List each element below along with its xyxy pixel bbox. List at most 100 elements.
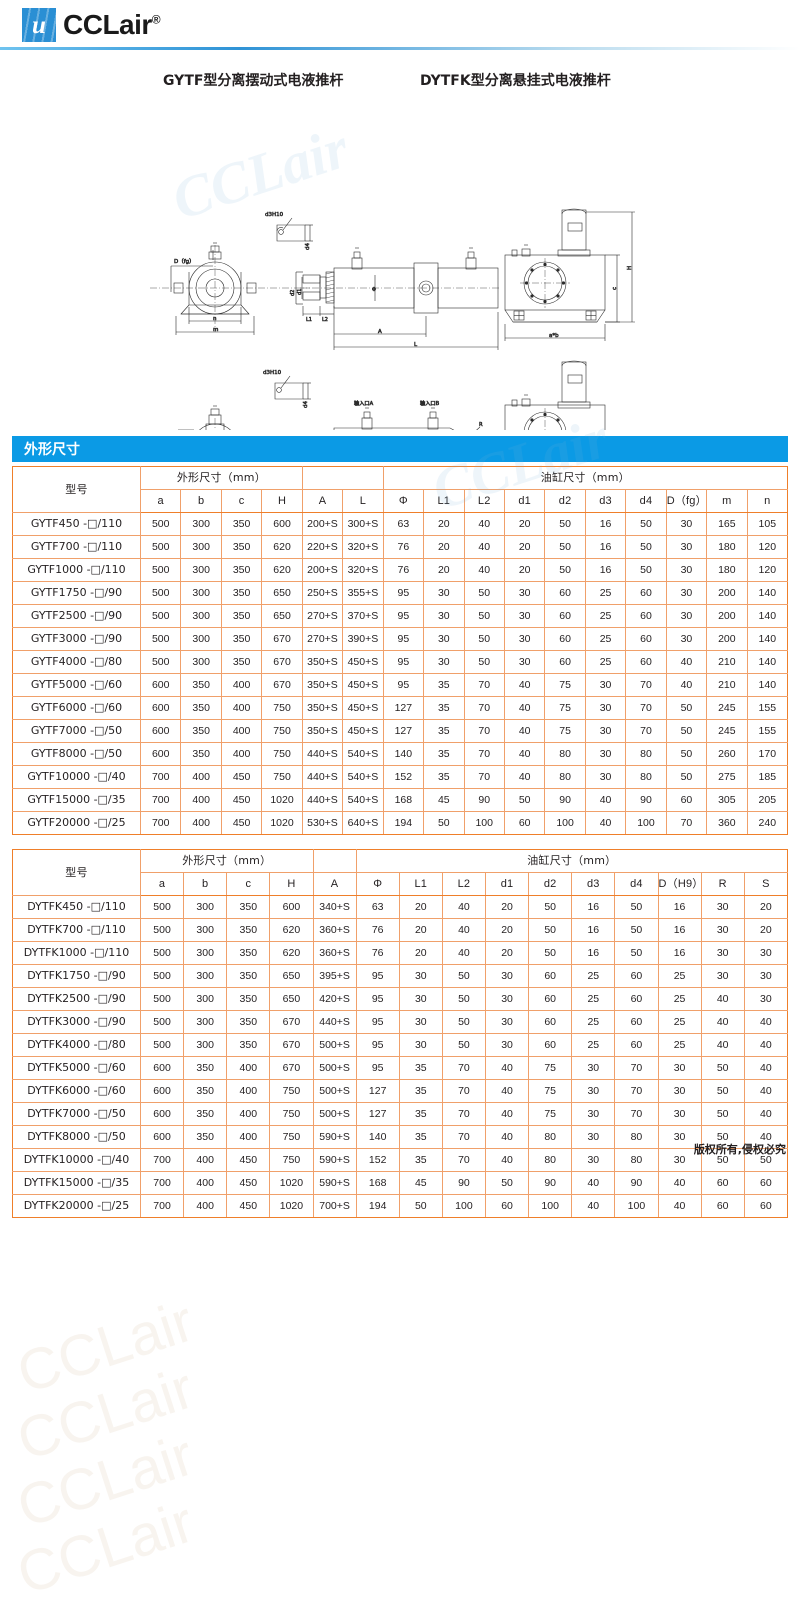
table-row: GYTF10000 -□/40 700 400 450 750 440+S 540+S 152… bbox=[12, 765, 789, 789]
cell-H: 670 bbox=[261, 673, 303, 697]
cell-d2: 60 bbox=[528, 1033, 573, 1057]
table1-head: 型号 外形尺寸（mm） 油缸尺寸（mm） a b c H A L Φ L1 L2 d1 d2 d3 d4… bbox=[12, 466, 789, 513]
svg-text:Φ: Φ bbox=[372, 287, 376, 293]
cell-b: 300 bbox=[180, 581, 222, 605]
cell-R: 40 bbox=[700, 987, 745, 1011]
cell-d1: 30 bbox=[484, 1033, 530, 1057]
table-row: GYTF450 -□/110 500 300 350 600 200+S 300+S 63 20… bbox=[12, 512, 789, 536]
table-row: GYTF4000 -□/80 500 300 350 670 350+S 450+S 95 30… bbox=[12, 650, 789, 674]
cell-d1: 60 bbox=[503, 811, 546, 835]
table-row: DYTFK7000 -□/50 600 350 400 750 500+S 127 35 70 4… bbox=[12, 1102, 789, 1126]
cell-Φ: 127 bbox=[355, 1079, 400, 1103]
cell-H: 750 bbox=[269, 1102, 314, 1126]
cell-S: 40 bbox=[743, 1033, 789, 1057]
cell-S: 20 bbox=[743, 895, 789, 919]
cell-d1: 30 bbox=[484, 964, 530, 988]
cell-H: 620 bbox=[269, 918, 314, 942]
cell-b: 300 bbox=[183, 895, 228, 919]
cell-c: 400 bbox=[226, 1125, 271, 1149]
cell-c: 450 bbox=[226, 1148, 271, 1172]
col-header-a: a bbox=[139, 489, 182, 513]
cell-m: 180 bbox=[706, 558, 748, 582]
cell-n: 140 bbox=[746, 627, 789, 651]
cell-c: 400 bbox=[226, 1102, 271, 1126]
cell-H: 750 bbox=[269, 1148, 314, 1172]
cell-Φ: 127 bbox=[382, 719, 425, 743]
cell-d1: 30 bbox=[503, 604, 546, 628]
cell-d2: 75 bbox=[528, 1056, 573, 1080]
cell-A: 360+S bbox=[312, 941, 357, 965]
cell-b: 300 bbox=[180, 535, 222, 559]
cell-d3: 25 bbox=[584, 627, 627, 651]
section-header-outline-dimensions: 外形尺寸 bbox=[12, 436, 788, 462]
cell-a: 700 bbox=[139, 1148, 185, 1172]
cell-d4: 70 bbox=[625, 696, 667, 720]
cell-model: GYTF1750 -□/90 bbox=[12, 581, 141, 605]
cell-c: 350 bbox=[220, 535, 263, 559]
svg-text:输入口A: 输入口A bbox=[354, 399, 374, 407]
cell-model: DYTFK15000 -□/35 bbox=[12, 1171, 141, 1195]
cell-Dfg: 30 bbox=[665, 627, 708, 651]
drawing-svg: D（fg） n m d3H10 d4 bbox=[150, 208, 635, 430]
cell-c: 400 bbox=[226, 1079, 271, 1103]
cell-d4: 50 bbox=[614, 941, 659, 965]
cell-A: 340+S bbox=[312, 895, 357, 919]
cell-model: GYTF3000 -□/90 bbox=[12, 627, 141, 651]
cell-L1: 20 bbox=[398, 918, 443, 942]
cell-d2: 50 bbox=[544, 535, 586, 559]
col-model: 型号 bbox=[12, 849, 141, 896]
cell-c: 450 bbox=[220, 811, 263, 835]
cell-d4: 90 bbox=[625, 788, 667, 812]
cell-a: 500 bbox=[139, 918, 185, 942]
svg-text:c: c bbox=[612, 287, 618, 290]
cell-L1: 30 bbox=[423, 627, 465, 651]
cell-b: 300 bbox=[183, 918, 228, 942]
cell-d4: 60 bbox=[625, 650, 667, 674]
header-divider bbox=[0, 47, 800, 50]
cell-b: 400 bbox=[183, 1194, 228, 1218]
cell-A: 530+S bbox=[301, 811, 344, 835]
cell-model: DYTFK700 -□/110 bbox=[12, 918, 141, 942]
cell-d3: 25 bbox=[584, 650, 627, 674]
cell-d1: 30 bbox=[503, 581, 546, 605]
svg-text:R: R bbox=[479, 422, 483, 428]
cell-d2: 75 bbox=[544, 719, 586, 743]
cell-DH9: 16 bbox=[657, 918, 702, 942]
col-header-L1: L1 bbox=[398, 872, 443, 896]
cell-L1: 50 bbox=[423, 811, 465, 835]
cell-L1: 35 bbox=[398, 1056, 443, 1080]
cell-A: 500+S bbox=[312, 1033, 357, 1057]
cell-n: 120 bbox=[746, 535, 789, 559]
cell-Φ: 140 bbox=[355, 1125, 400, 1149]
col-header-DH9: D（H9） bbox=[657, 872, 703, 896]
cell-L1: 30 bbox=[398, 1033, 443, 1057]
cell-L: 450+S bbox=[342, 673, 384, 697]
cell-A: 440+S bbox=[301, 765, 344, 789]
copyright-footer: 版权所有,侵权必究 bbox=[693, 1143, 786, 1156]
table1-column-header-row: a b c H A L Φ L1 L2 d1 d2 d3 d4 D（fg） m n bbox=[13, 489, 789, 513]
cell-S: 20 bbox=[743, 918, 789, 942]
cell-L1: 35 bbox=[423, 765, 465, 789]
cell-Dfg: 30 bbox=[665, 535, 708, 559]
cell-Φ: 76 bbox=[355, 918, 400, 942]
cell-d1: 40 bbox=[503, 765, 546, 789]
cell-Dfg: 30 bbox=[665, 558, 708, 582]
col-group-spacer bbox=[312, 849, 357, 873]
cell-L2: 50 bbox=[441, 1010, 487, 1034]
table-row: DYTFK1750 -□/90 500 300 350 650 395+S 95 30 50 30… bbox=[12, 964, 789, 988]
cell-d2: 90 bbox=[544, 788, 586, 812]
svg-text:a*b: a*b bbox=[549, 333, 559, 339]
cell-d1: 20 bbox=[503, 535, 546, 559]
cell-model: GYTF7000 -□/50 bbox=[12, 719, 141, 743]
cell-a: 500 bbox=[139, 627, 182, 651]
cell-d1: 20 bbox=[484, 895, 530, 919]
cell-model: DYTFK8000 -□/50 bbox=[12, 1125, 141, 1149]
cell-L: 450+S bbox=[342, 650, 384, 674]
cell-R: 50 bbox=[700, 1079, 745, 1103]
cell-L: 450+S bbox=[342, 696, 384, 720]
table-row: GYTF1000 -□/110 500 300 350 620 200+S 320+S 76 2… bbox=[12, 558, 789, 582]
cell-d3: 30 bbox=[571, 1056, 616, 1080]
table-row: GYTF15000 -□/35 700 400 450 1020 440+S 540+S 16… bbox=[12, 788, 789, 812]
cell-A: 270+S bbox=[301, 604, 344, 628]
cell-Φ: 76 bbox=[382, 558, 425, 582]
